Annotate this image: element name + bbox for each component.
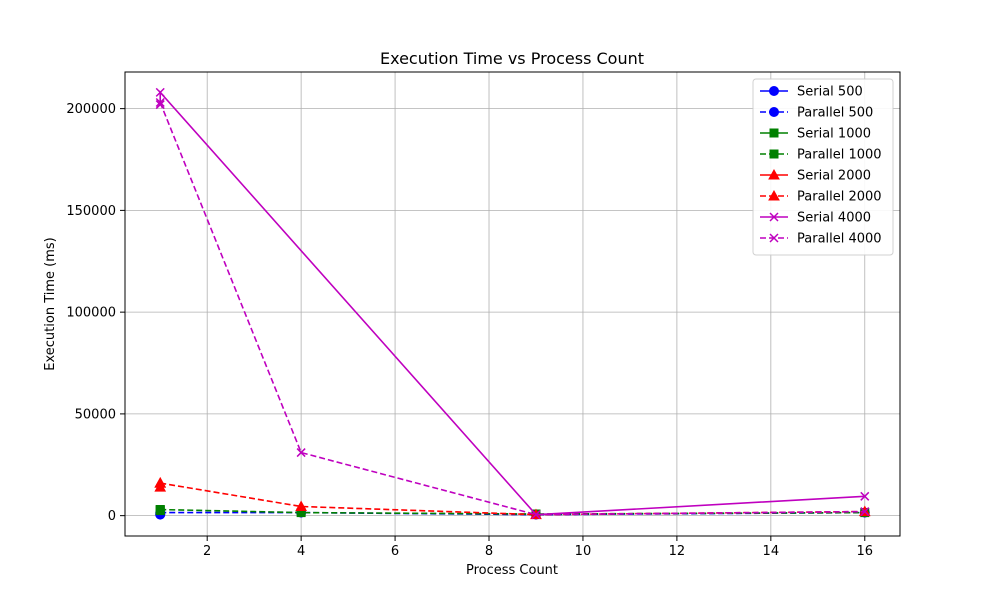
legend-box	[752, 78, 894, 256]
x-tick-label: 6	[391, 544, 399, 559]
x-tick-label: 8	[485, 544, 493, 559]
data-point-parallel-4000	[860, 507, 870, 517]
data-point-parallel-4000	[296, 448, 306, 458]
legend-marker	[769, 212, 779, 222]
legend-entry-parallel-2000: Parallel 2000	[760, 190, 882, 205]
legend-label: Serial 1000	[797, 127, 871, 142]
x-tick-label: 10	[575, 544, 592, 559]
legend-marker	[768, 168, 780, 180]
marker-stroke	[296, 448, 306, 458]
legend-entry-serial-1000: Serial 1000	[760, 127, 871, 142]
legend-label: Parallel 2000	[797, 190, 882, 205]
legend-label: Parallel 1000	[797, 148, 882, 163]
legend-label: Serial 2000	[797, 169, 871, 184]
y-axis-label: Execution Time (ms)	[43, 237, 58, 370]
y-tick-label: 200000	[66, 102, 116, 117]
legend-entry-serial-4000: Serial 4000	[760, 211, 871, 226]
chart-title: Execution Time vs Process Count	[380, 49, 644, 68]
y-tick-label: 100000	[66, 306, 116, 321]
y-tick-label: 150000	[66, 204, 116, 219]
legend-label: Serial 4000	[797, 211, 871, 226]
series-line-serial-4000	[159, 90, 865, 516]
legend-label: Serial 500	[797, 85, 863, 100]
data-point-parallel-2000	[154, 477, 167, 488]
y-tick-label: 50000	[75, 407, 116, 422]
legend-marker	[768, 189, 780, 201]
marker-stroke	[860, 507, 870, 517]
y-tick-label: 0	[108, 509, 116, 524]
series-parallel-4000	[155, 97, 870, 520]
legend-entry-parallel-1000: Parallel 1000	[760, 148, 882, 163]
marker-stroke	[155, 87, 165, 97]
series-line-parallel-4000	[159, 102, 865, 516]
x-tick-label: 4	[297, 544, 305, 559]
legend-entry-parallel-500: Parallel 500	[760, 106, 873, 121]
marker-stroke	[531, 510, 541, 520]
data-point-serial-4000	[860, 491, 870, 501]
legend: Serial 500 Parallel 500 Serial 1000 Paralle…	[752, 78, 894, 256]
marker-stroke	[769, 233, 779, 243]
legend-marker	[769, 128, 779, 138]
x-tick-label: 14	[763, 544, 780, 559]
x-axis-label: Process Count	[466, 563, 558, 578]
legend-marker	[769, 233, 779, 243]
data-point-serial-4000	[155, 87, 165, 97]
data-point-parallel-4000	[155, 97, 165, 108]
x-tick-label: 16	[856, 544, 873, 559]
legend-label: Parallel 500	[797, 106, 873, 121]
series-layer	[154, 87, 871, 520]
series-serial-4000	[155, 87, 870, 520]
marker-stroke	[860, 491, 870, 501]
legend-marker	[769, 149, 779, 159]
marker-stroke	[769, 212, 779, 222]
legend-entry-parallel-4000: Parallel 4000	[760, 232, 882, 247]
data-point-parallel-1000	[155, 505, 165, 515]
axis-ticks: 2 4 6 8 10 12 14 16 0 50000 100000 150000 200000	[66, 102, 873, 559]
legend-entry-serial-500: Serial 500	[760, 85, 863, 100]
data-point-parallel-2000	[295, 500, 307, 511]
data-point-parallel-4000	[531, 510, 541, 520]
x-tick-label: 12	[669, 544, 686, 559]
plot-frame	[124, 71, 901, 537]
marker-stroke	[155, 97, 165, 108]
x-tick-label: 2	[203, 544, 211, 559]
legend-marker	[769, 107, 779, 117]
legend-entry-serial-2000: Serial 2000	[760, 169, 871, 184]
legend-marker	[769, 86, 779, 96]
legend-label: Parallel 4000	[797, 232, 882, 247]
